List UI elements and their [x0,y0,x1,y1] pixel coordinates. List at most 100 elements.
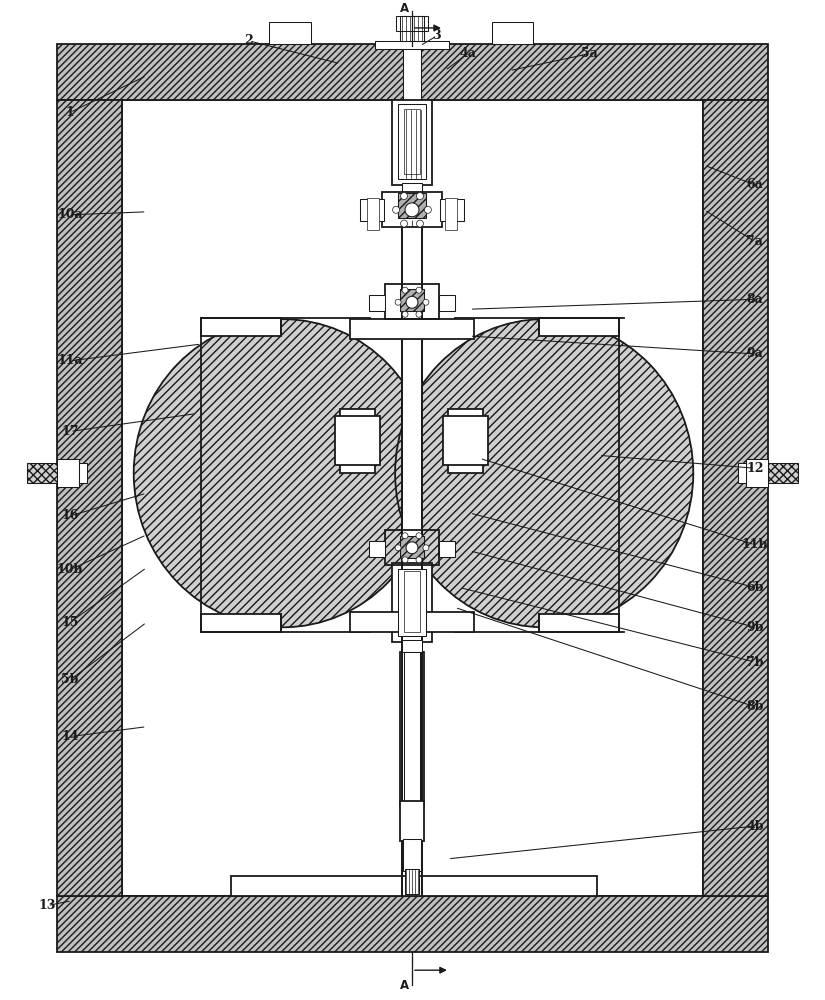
Bar [402,183,422,195]
Bar [370,295,385,311]
Bar [404,571,420,632]
Bar [269,22,311,44]
Circle shape [405,203,419,217]
Bar [367,198,380,230]
Bar [738,463,746,483]
Bar [400,289,424,311]
Text: 11a: 11a [57,354,82,367]
Text: 2: 2 [245,34,253,47]
Text: 16: 16 [61,509,78,522]
Text: A: A [399,979,408,992]
Circle shape [416,287,422,293]
Bar [27,463,77,483]
Text: 9a: 9a [747,347,763,360]
Circle shape [417,220,423,227]
Text: 17: 17 [61,425,79,438]
Circle shape [416,557,422,563]
Circle shape [416,533,422,539]
Text: 8b: 8b [747,700,764,713]
Circle shape [395,299,401,305]
Bar [703,100,768,896]
Bar [398,193,426,218]
Circle shape [406,296,418,308]
Ellipse shape [395,319,693,627]
Text: 3: 3 [432,29,441,42]
Circle shape [406,542,418,554]
Circle shape [416,311,422,317]
Bar [231,876,596,896]
Bar [405,869,419,894]
Ellipse shape [134,319,431,627]
Bar [122,100,703,896]
Circle shape [424,206,431,213]
Text: A: A [399,2,408,15]
Bar [443,416,488,465]
Bar [404,109,420,174]
Circle shape [401,220,408,227]
Bar [382,192,442,227]
Bar [385,530,439,565]
Text: 14: 14 [61,730,79,743]
Circle shape [402,311,408,317]
Bar [398,104,426,179]
Bar [402,640,422,652]
Bar [79,463,87,483]
Bar [445,198,457,230]
Bar [439,541,455,557]
Text: 4b: 4b [746,820,764,833]
Text: 5a: 5a [581,47,597,60]
Bar [375,41,449,49]
Bar [57,896,768,952]
Circle shape [395,545,401,551]
Bar [746,459,768,487]
Text: 8a: 8a [747,293,763,306]
Bar [492,22,533,44]
Text: 10a: 10a [57,208,82,221]
Bar [201,318,280,336]
Bar [400,16,424,44]
Text: 15: 15 [61,616,78,629]
Text: 13: 13 [39,899,56,912]
Bar [396,16,428,31]
Circle shape [401,193,408,200]
Bar [392,563,431,642]
Bar [402,227,422,896]
Bar [540,318,619,336]
Text: 5b: 5b [61,673,78,686]
Bar [57,100,122,896]
Text: 4a: 4a [460,47,476,60]
Bar [404,652,420,806]
Bar [403,839,421,871]
Bar [748,463,798,483]
Text: 7a: 7a [747,235,763,248]
Text: 1: 1 [66,106,74,119]
Bar [392,100,431,185]
Circle shape [423,545,429,551]
Bar [400,801,424,841]
Bar [57,44,768,100]
Circle shape [393,206,399,213]
Circle shape [402,287,408,293]
Bar [336,416,380,465]
Bar [400,652,424,806]
Circle shape [423,299,429,305]
Text: 12: 12 [746,462,764,475]
Bar [361,199,384,221]
Circle shape [402,533,408,539]
Bar [398,569,426,636]
Bar [448,409,483,473]
Text: 6a: 6a [747,178,763,191]
Bar [351,612,474,632]
Bar [440,199,464,221]
Bar [201,614,280,632]
Bar [400,16,424,44]
Bar [57,459,79,487]
Circle shape [417,193,423,200]
Text: 6b: 6b [747,581,764,594]
Bar [351,319,474,339]
Text: 9b: 9b [747,621,764,634]
Bar [341,409,375,473]
Circle shape [402,557,408,563]
Text: 10b: 10b [57,563,83,576]
Text: 11b: 11b [742,538,768,551]
